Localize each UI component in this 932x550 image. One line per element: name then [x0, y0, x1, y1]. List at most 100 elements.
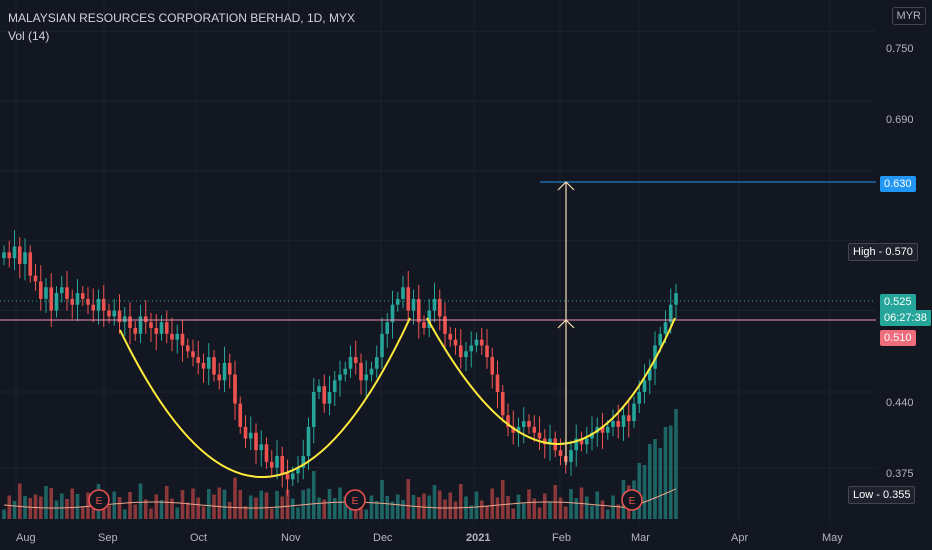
- time-axis[interactable]: Aug Sep Oct Nov Dec 2021 Feb Mar Apr May: [16, 532, 843, 544]
- candle-body: [411, 298, 416, 311]
- candle-body: [464, 351, 468, 358]
- volume-bar: [159, 500, 164, 519]
- volume-bar: [574, 498, 579, 519]
- candle-body: [164, 322, 169, 334]
- grid-lines: [0, 0, 876, 525]
- candle-body: [196, 357, 201, 363]
- volume-bar: [469, 505, 474, 519]
- candle-body: [516, 426, 521, 433]
- candle-body: [133, 328, 138, 334]
- volume-bar: [406, 479, 411, 519]
- volume-bar: [432, 485, 437, 519]
- volume-bar: [285, 489, 290, 519]
- x-tick-label: 2021: [466, 532, 490, 544]
- candle-body: [301, 456, 306, 468]
- candle-body: [647, 368, 652, 381]
- support-price-tag: 0.510: [880, 330, 916, 346]
- volume-bar: [296, 507, 300, 519]
- candle-body: [380, 333, 384, 358]
- candle-body: [332, 380, 337, 392]
- y-tick-label: 0.750: [886, 43, 914, 55]
- candle-body: [590, 432, 594, 439]
- left-cup-curve: [119, 317, 411, 478]
- volume-bar: [264, 492, 269, 519]
- candle-body: [605, 426, 610, 433]
- candle-body: [59, 287, 64, 294]
- volume-bar: [569, 489, 573, 519]
- volume-bar: [401, 500, 405, 519]
- volume-bar: [243, 506, 248, 519]
- volume-bar: [369, 495, 374, 519]
- candle-body: [359, 362, 363, 381]
- indicator-label[interactable]: Vol (14): [8, 29, 50, 43]
- candle-body: [469, 345, 474, 352]
- earnings-marker-label: E: [629, 496, 636, 507]
- volume-bar: [322, 499, 327, 519]
- candle-body: [432, 298, 437, 311]
- volume-bar: [327, 489, 332, 519]
- volume-bar: [653, 439, 657, 519]
- candle-body: [44, 287, 48, 299]
- volume-bar: [238, 490, 243, 519]
- price-axis[interactable]: 0.750 0.690 0.440 0.375: [886, 43, 914, 480]
- volume-bar: [222, 489, 227, 519]
- volume-bar: [448, 492, 453, 519]
- y-tick-label: 0.375: [886, 468, 914, 480]
- volume-bar: [390, 501, 395, 519]
- last-price-tag: 0.525: [880, 294, 916, 310]
- volume-bar: [217, 487, 222, 519]
- earnings-marker[interactable]: E: [344, 489, 366, 511]
- earnings-marker[interactable]: E: [88, 489, 110, 511]
- volume-bar: [128, 492, 132, 519]
- volume-bar: [33, 494, 38, 519]
- volume-bar: [112, 491, 117, 519]
- candle-body: [390, 304, 395, 323]
- volume-bar: [521, 503, 526, 519]
- volume-bar: [248, 495, 253, 519]
- candle-body: [80, 293, 85, 299]
- volume-bar: [658, 448, 663, 519]
- x-tick-label: Nov: [281, 532, 301, 544]
- y-tick-label: 0.440: [886, 397, 914, 409]
- candle-body: [537, 432, 542, 439]
- currency-button[interactable]: MYR: [891, 7, 926, 25]
- volume-bar: [385, 496, 390, 519]
- candle-body: [175, 333, 180, 340]
- bar-countdown: 06:27:38: [880, 310, 931, 326]
- volume-bar: [642, 465, 647, 519]
- right-cup-curve: [426, 317, 676, 445]
- volume-bar: [453, 501, 458, 519]
- candle-body: [348, 357, 353, 369]
- candle-body: [448, 333, 453, 340]
- candle-body: [427, 310, 432, 328]
- volume-bar: [44, 486, 48, 519]
- volume-bar: [663, 427, 668, 519]
- candle-body: [233, 374, 237, 404]
- candle-body: [23, 252, 27, 264]
- volume-bar: [23, 496, 27, 519]
- candle-body: [364, 374, 369, 381]
- candle-body: [395, 298, 400, 305]
- candle-body: [485, 345, 489, 358]
- volume-bar: [332, 498, 337, 519]
- earnings-marker[interactable]: E: [621, 489, 643, 511]
- candle-body: [611, 421, 615, 427]
- volume-bar: [75, 494, 80, 519]
- candle-body: [642, 380, 647, 392]
- candle-body: [191, 351, 195, 358]
- candle-body: [327, 392, 332, 404]
- volume-bar: [170, 498, 174, 519]
- candle-body: [75, 293, 80, 305]
- candle-body: [490, 357, 495, 375]
- candle-body: [86, 298, 90, 305]
- volume-bar: [416, 497, 421, 519]
- volume-bar: [59, 493, 64, 519]
- volume-bar: [500, 480, 505, 519]
- volume-bar: [600, 500, 605, 519]
- candle-body: [532, 426, 537, 433]
- candle-body: [259, 444, 264, 451]
- volume-bar: [527, 489, 531, 519]
- candle-body: [138, 316, 143, 334]
- candle-body: [54, 293, 59, 311]
